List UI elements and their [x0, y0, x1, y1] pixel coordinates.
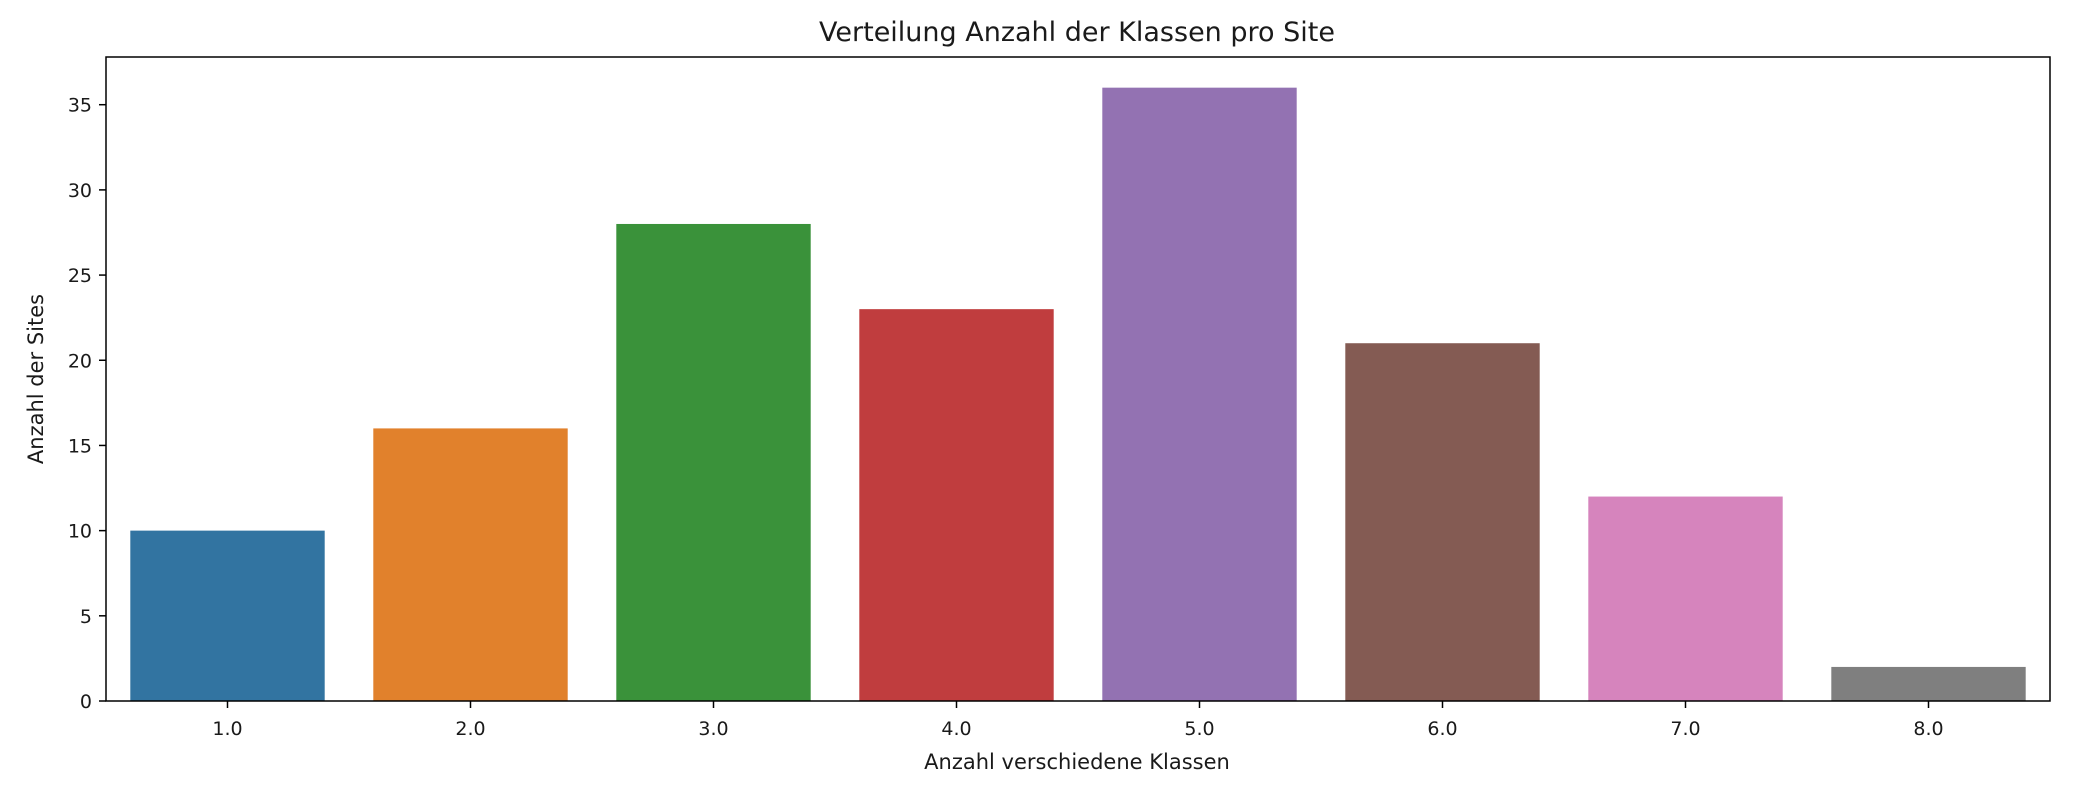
- plot-frame: [105, 56, 2051, 702]
- y-tick-label: 5: [80, 606, 92, 628]
- x-tick-label: 2.0: [455, 718, 485, 740]
- bar-8.0: [1831, 666, 2026, 701]
- y-tick-label: 35: [68, 95, 92, 117]
- x-tick-label: 5.0: [1184, 718, 1214, 740]
- bars: [130, 87, 2026, 702]
- y-axis-ticks: 0 5 10 15 20 25 30 35: [68, 95, 106, 713]
- bar-2.0: [373, 428, 568, 701]
- x-tick-label: 1.0: [212, 718, 242, 740]
- y-tick-label: 20: [68, 350, 92, 372]
- x-tick-label: 3.0: [698, 718, 728, 740]
- x-tick-label: 4.0: [941, 718, 971, 740]
- bar-4.0: [859, 309, 1054, 701]
- x-axis-ticks: 1.0 2.0 3.0 4.0 5.0 6.0 7.0 8.0: [212, 701, 1944, 740]
- bar-1.0: [130, 530, 325, 701]
- chart-title: Verteilung Anzahl der Klassen pro Site: [819, 17, 1335, 48]
- x-axis-label: Anzahl verschiedene Klassen: [924, 750, 1230, 774]
- bar-7.0: [1588, 496, 1783, 701]
- y-tick-label: 0: [80, 691, 92, 713]
- y-tick-label: 25: [68, 265, 92, 287]
- y-axis-label: Anzahl der Sites: [24, 294, 48, 464]
- bar-6.0: [1345, 343, 1540, 701]
- y-tick-label: 15: [68, 435, 92, 457]
- x-tick-label: 6.0: [1427, 718, 1457, 740]
- bar-5.0: [1102, 87, 1297, 701]
- x-tick-label: 8.0: [1913, 718, 1943, 740]
- bar-3.0: [616, 223, 811, 702]
- x-tick-label: 7.0: [1670, 718, 1700, 740]
- y-tick-label: 30: [68, 180, 92, 202]
- y-tick-label: 10: [68, 521, 92, 543]
